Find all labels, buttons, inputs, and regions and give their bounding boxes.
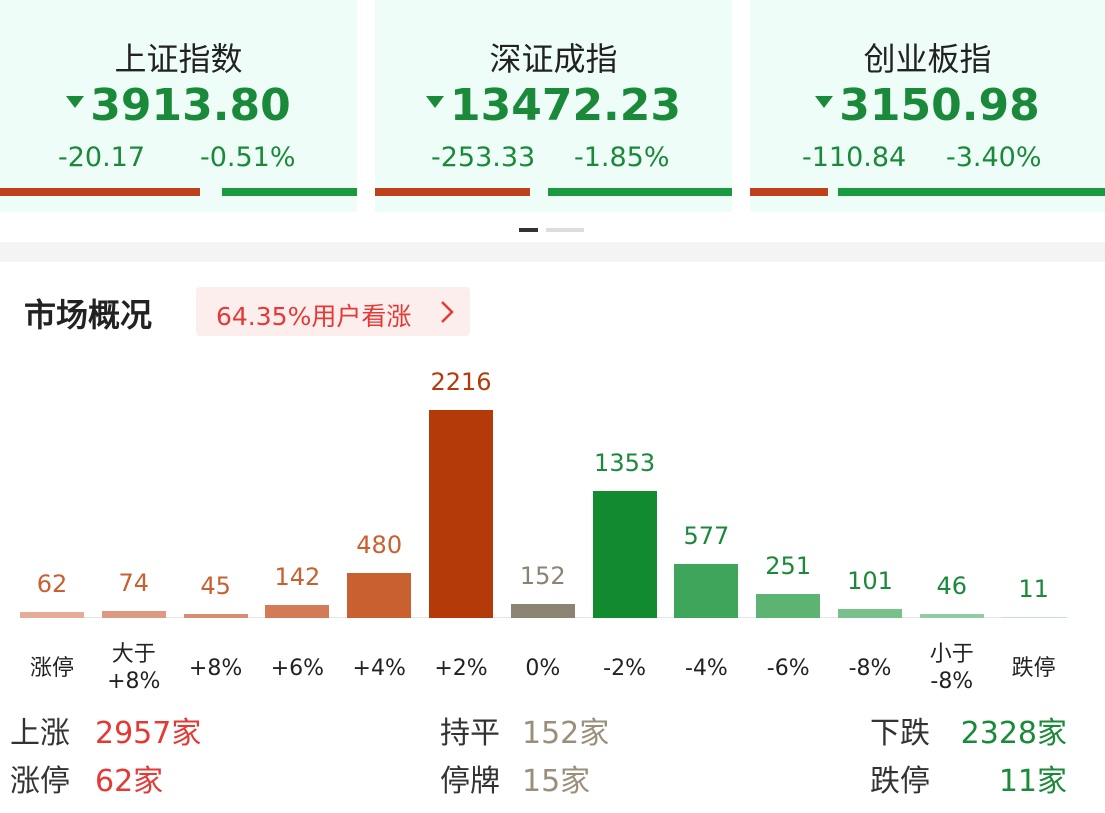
index-percent: -0.51% (200, 142, 296, 173)
value-label: 101 (847, 566, 893, 595)
chevron (441, 301, 454, 323)
down-bar (222, 188, 357, 196)
value-label: 11 (1018, 574, 1049, 603)
value-label: 577 (683, 521, 730, 550)
up-bar (0, 188, 200, 196)
stat-label: 下跌 (870, 716, 930, 751)
index-name: 深证成指 (489, 40, 618, 78)
index-change: -20.17 (58, 142, 146, 173)
index-card[interactable]: 创业板指 3150.98 -110.84 -3.40% (750, 0, 1105, 212)
down-bar (548, 188, 732, 196)
category-label: -2% (603, 656, 647, 681)
value-label: 46 (936, 571, 968, 600)
up-bar (750, 188, 828, 196)
index-value: 3150.98 (750, 80, 1105, 131)
category-label: 小于 -8% (929, 642, 974, 694)
stat-label: 持平 (440, 716, 500, 751)
value-label: 2216 (430, 368, 492, 396)
stat-value: 62家 (95, 764, 164, 799)
stat-value: 15家 (522, 764, 591, 799)
sentiment-badge[interactable]: 64.35%用户看涨 (196, 287, 470, 336)
bar (429, 410, 493, 618)
index-value-text: 13472.23 (449, 80, 682, 131)
index-percent: -1.85% (574, 142, 670, 173)
stat-label: 上涨 (10, 716, 70, 751)
index-card[interactable]: 上证指数 3913.80 -20.17 -0.51% (0, 0, 357, 212)
category-label: -4% (684, 656, 728, 681)
bar (101, 611, 166, 618)
value-label: 480 (356, 530, 403, 559)
category-label: 跌停 (1011, 656, 1056, 681)
bar (347, 572, 412, 618)
page-dot-active (519, 228, 538, 232)
category-label: +2% (434, 656, 488, 681)
bar (510, 603, 575, 618)
page-dot (546, 228, 584, 232)
bar (265, 604, 330, 618)
stat-value: 2328家 (960, 716, 1067, 751)
section-title: 市场概况 (24, 296, 153, 334)
bar (20, 612, 84, 618)
value-label: 142 (274, 562, 321, 591)
bar (756, 594, 821, 618)
value-label: 74 (118, 569, 150, 598)
category-label: 大于 +8% (107, 642, 161, 694)
bar (674, 563, 739, 618)
category-label: +6% (270, 656, 325, 681)
stat-value: 11家 (998, 764, 1067, 799)
value-label: 45 (200, 571, 231, 600)
up-bar (375, 188, 530, 196)
value-label: 251 (765, 552, 812, 581)
index-percent: -3.40% (946, 142, 1042, 173)
category-label: +4% (352, 656, 406, 681)
stat-label: 涨停 (10, 764, 70, 799)
index-change: -110.84 (802, 142, 907, 173)
stat-label: 跌停 (870, 764, 930, 799)
stat-value: 2957家 (95, 716, 202, 751)
category-label: +8% (188, 656, 243, 681)
bar (919, 613, 984, 618)
category-label: -8% (848, 656, 892, 681)
index-value-text: 3913.80 (90, 80, 291, 131)
index-value: 13472.23 (375, 80, 732, 131)
index-value-text: 3150.98 (839, 80, 1040, 131)
value-label: 62 (36, 570, 68, 599)
stat-label: 停牌 (440, 764, 500, 799)
category-label: -6% (766, 656, 810, 681)
value-label: 1353 (594, 449, 656, 477)
index-name: 创业板指 (863, 40, 992, 78)
index-name: 上证指数 (114, 40, 243, 78)
badge-text: 64.35%用户看涨 (216, 302, 412, 331)
stat-value: 152家 (522, 716, 610, 751)
index-change: -253.33 (431, 142, 536, 173)
bar (838, 608, 902, 618)
bar (1001, 616, 1066, 618)
category-label: 涨停 (29, 656, 74, 681)
category-label: 0% (525, 656, 561, 681)
bar (183, 613, 248, 618)
separator (0, 242, 1105, 262)
down-bar (838, 188, 1105, 196)
index-value: 3913.80 (0, 80, 357, 131)
index-card[interactable]: 深证成指 13472.23 -253.33 -1.85% (375, 0, 732, 212)
bar (592, 491, 657, 618)
value-label: 152 (519, 561, 566, 590)
